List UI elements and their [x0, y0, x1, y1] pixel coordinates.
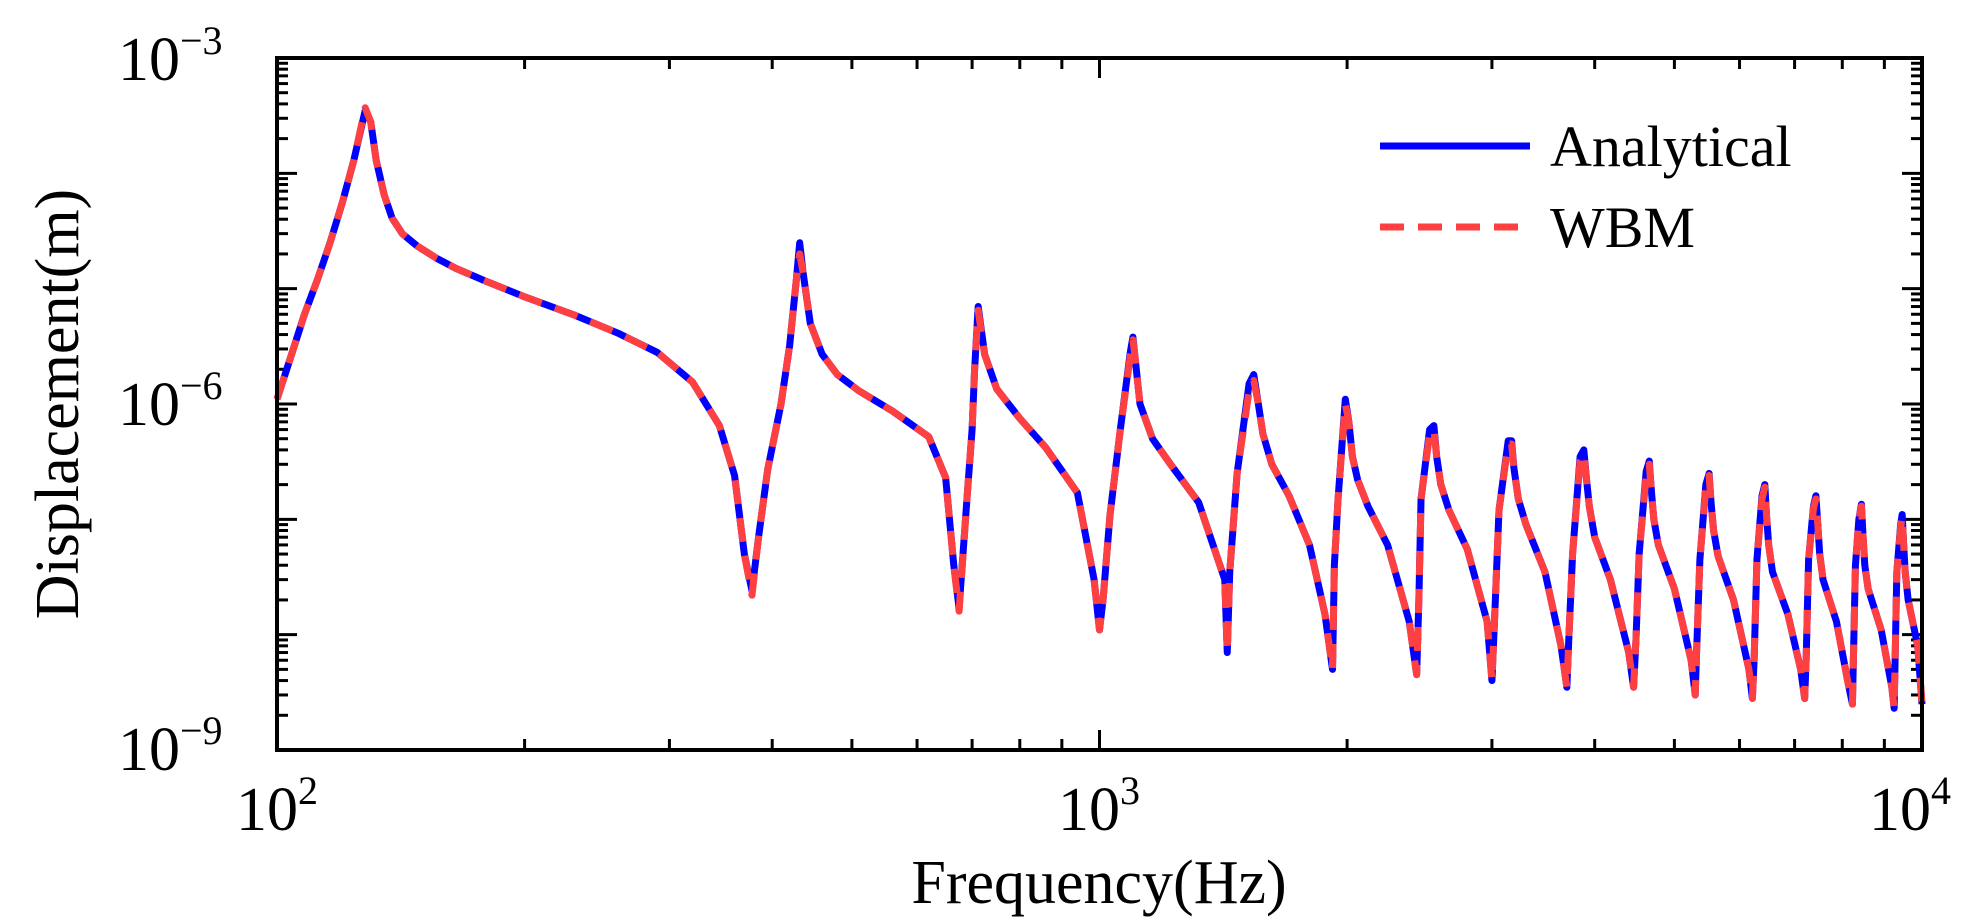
- x-tick-exp-1000: 3: [1120, 768, 1140, 813]
- y-tick-label-1e-6: 10−6: [118, 363, 223, 439]
- y-axis-title: Displacement(m): [24, 189, 92, 619]
- y-tick-base-1e-3: 10: [118, 26, 180, 94]
- y-tick-label-1e-3: 10−3: [118, 18, 223, 94]
- plot-frame: [275, 56, 1924, 752]
- y-tick-exp-1e-9: −9: [180, 708, 223, 753]
- series-lines: [273, 104, 1926, 712]
- x-tick-base-100: 10: [236, 776, 298, 844]
- legend-label-analytical: Analytical: [1550, 114, 1792, 179]
- x-tick-base-1000: 10: [1058, 776, 1120, 844]
- series-line-wbm: [273, 104, 1926, 712]
- x-tick-exp-100: 2: [298, 768, 318, 813]
- x-tick-label-10000: 104: [1869, 768, 1951, 844]
- legend-label-wbm: WBM: [1550, 195, 1695, 260]
- y-tick-base-1e-9: 10: [118, 716, 180, 784]
- x-tick-base-10000: 10: [1869, 776, 1931, 844]
- x-tick-label-1000: 103: [1058, 768, 1140, 844]
- y-tick-exp-1e-3: −3: [180, 18, 223, 63]
- y-tick-base-1e-6: 10: [118, 371, 180, 439]
- y-tick-label-1e-9: 10−9: [118, 708, 223, 784]
- x-axis-title: Frequency(Hz): [911, 849, 1286, 917]
- legend: Analytical WBM: [1380, 114, 1792, 260]
- x-tick-exp-10000: 4: [1931, 768, 1951, 813]
- x-tick-label-100: 102: [236, 768, 318, 844]
- y-tick-exp-1e-6: −6: [180, 363, 223, 408]
